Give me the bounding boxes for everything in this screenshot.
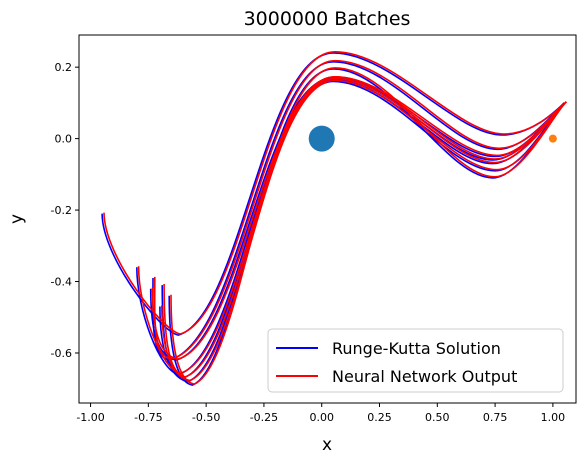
- legend-box: [267, 328, 564, 393]
- data-layer: [101, 50, 567, 386]
- neural-network-trajectory-4: [161, 79, 567, 382]
- chart-title: 3000000 Batches: [244, 8, 411, 30]
- axis-layer: -1.00 -0.75 -0.50 -0.25 0.00 0.25 0.50 0.75 1.00…: [51, 61, 566, 424]
- runge-kutta-trajectory-6: [149, 77, 565, 361]
- y-tick-label: -0.4: [51, 276, 72, 289]
- x-tick-label: 1.00: [541, 411, 566, 424]
- x-tick-label: 0.50: [425, 411, 450, 424]
- y-tick-label: 0.2: [55, 61, 73, 74]
- legend-label-neural-network: Neural Network Output: [332, 367, 517, 386]
- x-tick-label: -0.75: [134, 411, 162, 424]
- marker-point-1: [548, 134, 557, 143]
- x-tick-label: 0.75: [483, 411, 508, 424]
- neural-network-trajectory-5: [170, 67, 567, 385]
- legend-label-runge-kutta: Runge-Kutta Solution: [332, 339, 501, 358]
- neural-network-trajectory-0: [103, 50, 567, 335]
- x-tick-label: -0.50: [192, 411, 220, 424]
- neural-network-trajectory-3: [163, 77, 567, 378]
- runge-kutta-trajectory-0: [101, 52, 565, 336]
- marker-point-0: [308, 125, 335, 152]
- x-tick-label: -1.00: [76, 411, 104, 424]
- legend: Runge-Kutta Solution Neural Network Outp…: [267, 328, 564, 393]
- y-tick-label: -0.6: [51, 347, 72, 360]
- x-tick-label: 0.25: [367, 411, 392, 424]
- neural-network-trajectory-6: [151, 75, 567, 360]
- plot-frame: [78, 34, 577, 404]
- x-tick-label: -0.25: [250, 411, 278, 424]
- y-axis-label: y: [7, 214, 27, 224]
- y-tick-label: -0.2: [51, 204, 72, 217]
- x-axis-label: x: [322, 435, 332, 455]
- x-tick-label: 0.00: [309, 411, 334, 424]
- y-tick-label: 0.0: [55, 133, 73, 146]
